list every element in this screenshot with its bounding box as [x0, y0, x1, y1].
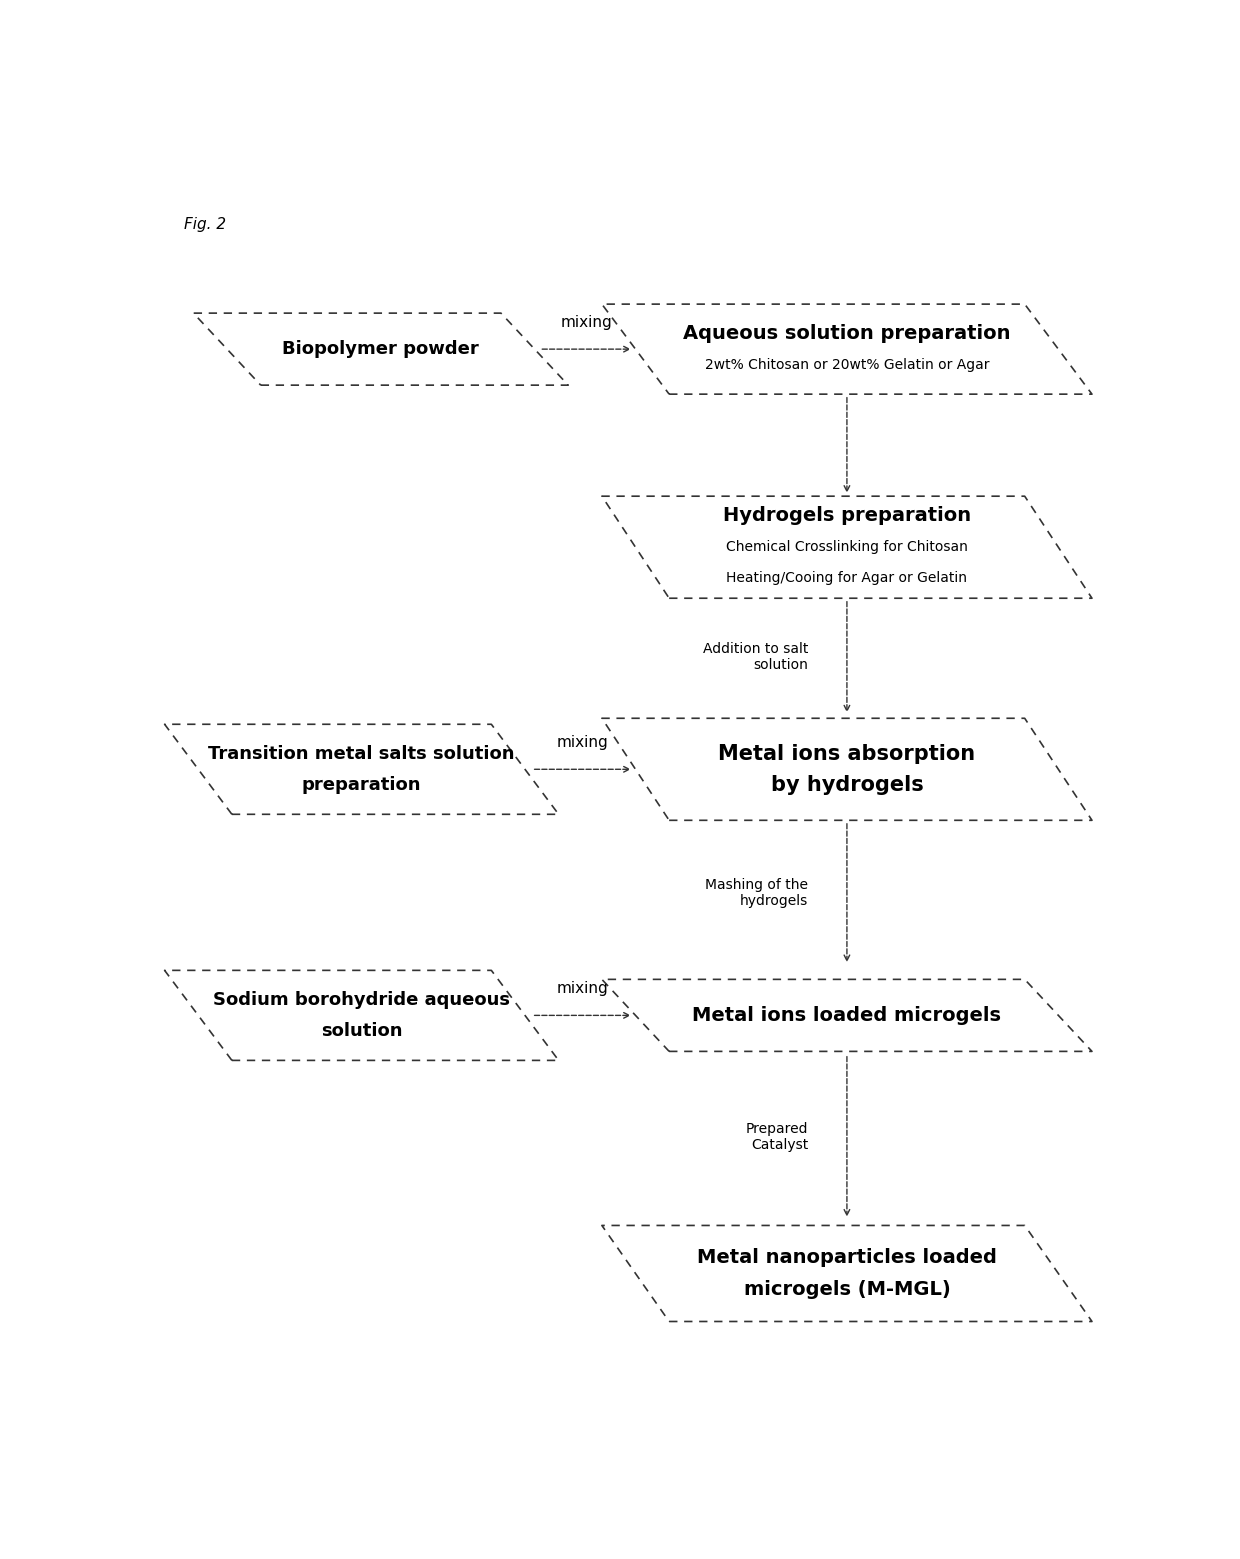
Text: microgels (M-MGL): microgels (M-MGL) — [744, 1280, 950, 1299]
Text: Mashing of the
hydrogels: Mashing of the hydrogels — [706, 878, 808, 907]
Polygon shape — [193, 313, 568, 385]
Polygon shape — [601, 1225, 1092, 1322]
Text: solution: solution — [321, 1023, 402, 1040]
Text: Metal nanoparticles loaded: Metal nanoparticles loaded — [697, 1249, 997, 1267]
Text: preparation: preparation — [301, 776, 422, 794]
Text: by hydrogels: by hydrogels — [770, 775, 924, 795]
Text: Fig. 2: Fig. 2 — [184, 217, 226, 232]
Text: 2wt% Chitosan or 20wt% Gelatin or Agar: 2wt% Chitosan or 20wt% Gelatin or Agar — [704, 357, 990, 371]
Text: Heating/Cooing for Agar or Gelatin: Heating/Cooing for Agar or Gelatin — [727, 572, 967, 586]
Text: Hydrogels preparation: Hydrogels preparation — [723, 507, 971, 525]
Text: Aqueous solution preparation: Aqueous solution preparation — [683, 324, 1011, 343]
Text: Transition metal salts solution: Transition metal salts solution — [208, 745, 515, 762]
Polygon shape — [601, 719, 1092, 820]
Polygon shape — [601, 496, 1092, 599]
Text: Chemical Crosslinking for Chitosan: Chemical Crosslinking for Chitosan — [725, 541, 968, 553]
Polygon shape — [601, 304, 1092, 394]
Text: mixing: mixing — [557, 981, 609, 996]
Text: Sodium borohydride aqueous: Sodium borohydride aqueous — [213, 992, 510, 1009]
Polygon shape — [601, 979, 1092, 1051]
Text: Metal ions absorption: Metal ions absorption — [718, 744, 976, 764]
Polygon shape — [165, 970, 559, 1060]
Text: Addition to salt
solution: Addition to salt solution — [703, 642, 808, 672]
Text: mixing: mixing — [557, 736, 609, 750]
Polygon shape — [165, 725, 559, 814]
Text: Prepared
Catalyst: Prepared Catalyst — [746, 1121, 808, 1152]
Text: mixing: mixing — [560, 315, 613, 331]
Text: Biopolymer powder: Biopolymer powder — [283, 340, 479, 359]
Text: Metal ions loaded microgels: Metal ions loaded microgels — [692, 1006, 1002, 1024]
